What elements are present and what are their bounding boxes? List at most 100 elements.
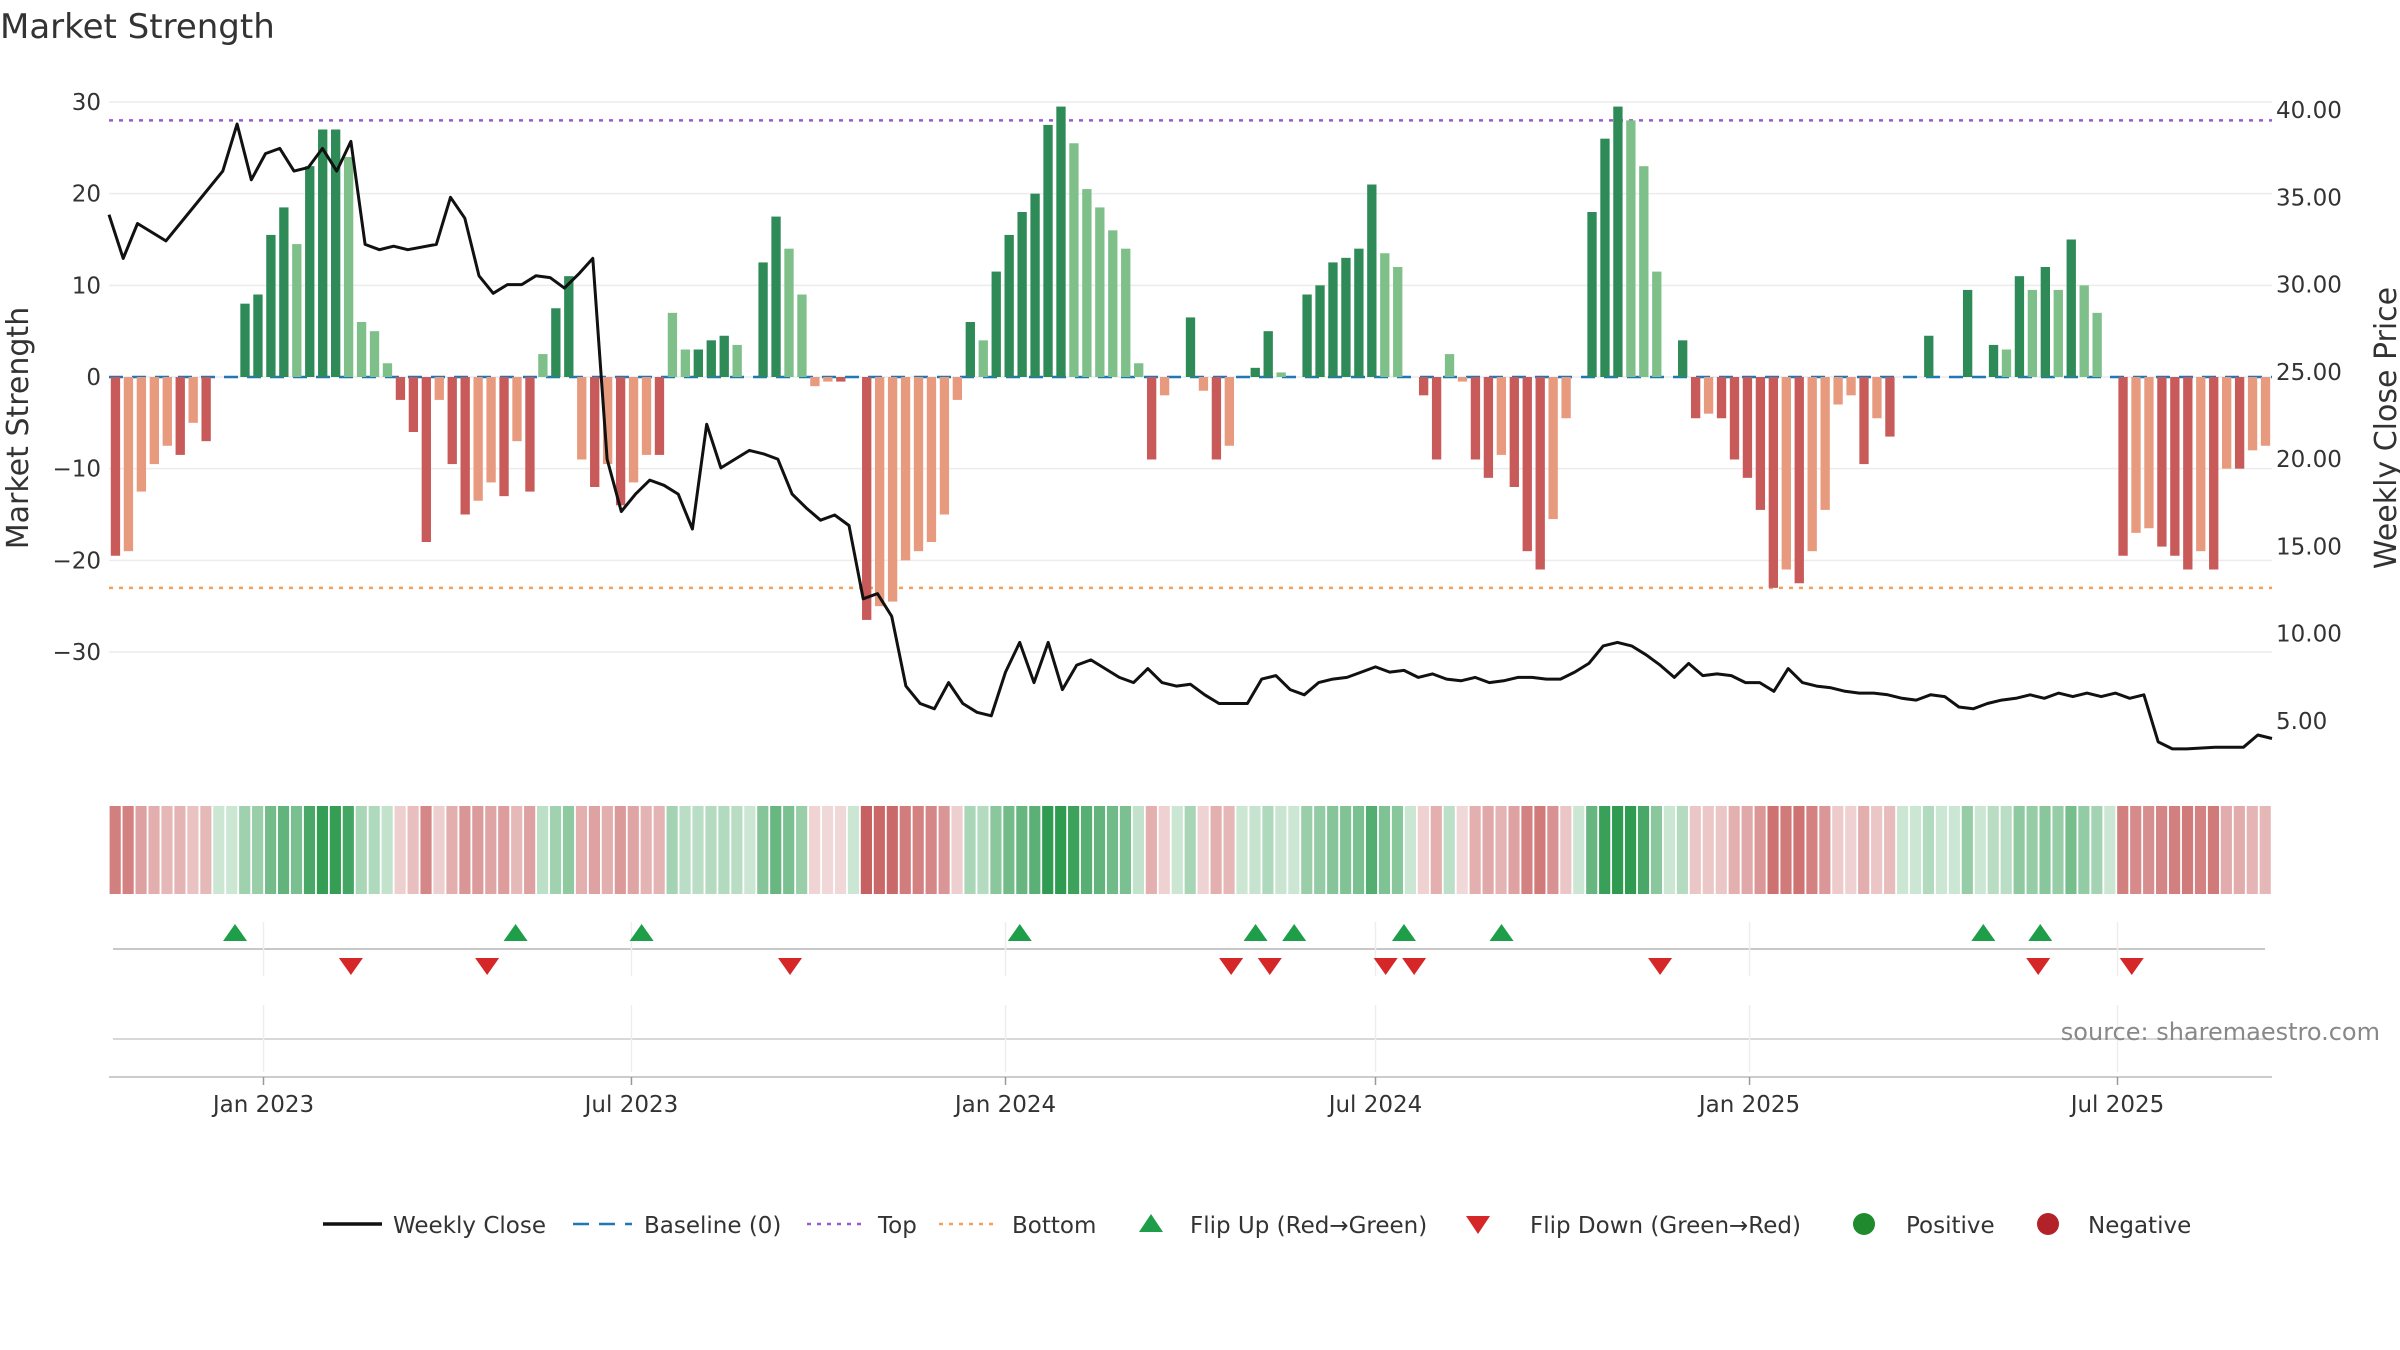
heat-cell [627,806,639,894]
strength-bar [991,271,1001,377]
strength-bar [292,244,302,377]
strength-bar [1483,377,1494,478]
strength-bar [913,377,924,552]
heat-cell [187,806,199,894]
strength-bar [978,340,988,377]
heat-cell [1417,806,1429,894]
strength-bar [641,377,652,455]
heat-cell [1055,806,1067,894]
flip-down-marker [1373,958,1398,975]
heat-cell [1197,806,1209,894]
heat-cell [2104,806,2116,894]
right-tick-label: 25.00 [2276,360,2342,386]
legend-flip-down-swatch [1466,1216,1490,1234]
heat-cell [2143,806,2155,894]
strength-bar [1457,377,1468,382]
strength-bar [926,377,937,542]
strength-bar [874,377,885,607]
flip-down-marker [2026,958,2051,975]
strength-bar [434,377,444,400]
strength-bar [538,354,548,377]
x-tick-label: Jul 2023 [583,1092,679,1118]
heat-cell [1987,806,1999,894]
strength-bar [2170,377,2180,556]
heat-cell [342,806,354,894]
legend-flip-up: Flip Up (Red→Green) [1190,1213,1427,1239]
heat-cell [524,806,536,894]
heat-cell [770,806,782,894]
heat-cell [1003,806,1015,894]
strength-bar [1121,248,1131,377]
strength-bar [1250,367,1260,377]
strength-bar [1678,340,1688,377]
strength-bar [1056,106,1066,377]
strength-bar [1224,377,1235,446]
heat-cell [757,806,769,894]
heat-cell [614,806,626,894]
strength-bar [1846,377,1856,396]
heat-cell [1896,806,1909,894]
flip-up-marker [2028,924,2053,941]
strength-bar [123,377,134,552]
heat-cell [1249,806,1261,894]
right-tick-label: 20.00 [2276,447,2342,473]
heat-cell [1327,806,1339,894]
heat-cell [1391,806,1404,894]
heat-cell [1884,806,1896,894]
heat-cell [1871,806,1883,894]
heat-cell [1909,806,1922,894]
strength-bar [1069,143,1079,377]
heat-cell [1145,806,1157,894]
heat-cell [511,806,523,894]
flip-down-marker [1648,958,1673,975]
strength-bar [382,363,393,377]
heat-cell [783,806,795,894]
heat-cell [161,806,173,894]
heat-cell [1016,806,1028,894]
heat-cell [2207,806,2219,894]
heat-cell [1223,806,1235,894]
flip-markers-panel [113,922,2265,976]
heat-cell [135,806,147,894]
heat-cell [407,806,419,894]
strength-bar [965,322,975,377]
heat-cell [1832,806,1844,894]
strength-bar [149,377,159,465]
strength-bar [836,377,846,382]
heat-cell [1741,806,1753,894]
strength-bar [1924,335,1934,377]
heat-cell [2233,806,2245,894]
heat-cell [252,806,264,894]
heat-cell [1974,806,1986,894]
heat-cell [1521,806,1533,894]
heat-cell [1495,806,1507,894]
strength-bar [318,129,328,377]
heat-cell [1340,806,1352,894]
strength-bar [602,377,613,465]
strength-bar [1185,317,1196,377]
strength-bar [732,344,742,377]
heat-cell [226,806,238,894]
strength-bar [1341,257,1351,377]
source-credit: source: sharemaestro.com [2061,1018,2380,1046]
heat-cell [1029,806,1041,894]
legend-flip-down: Flip Down (Green→Red) [1530,1213,1801,1239]
strength-bar [680,349,691,377]
heat-cell [640,806,652,894]
chart-title: Market Strength [0,7,275,47]
heat-cell [1637,806,1650,894]
strength-bar [1082,189,1092,377]
heat-cell [1210,806,1222,894]
heat-cell [1365,806,1378,894]
heat-cell [368,806,380,894]
strength-bar [460,377,470,515]
heat-cell [1676,806,1688,894]
heat-cell [1158,806,1170,894]
strength-bar [939,377,950,515]
strength-bar [797,294,807,377]
heat-cell [1301,806,1313,894]
heat-cell [990,806,1002,894]
legend-bottom: Bottom [1012,1213,1096,1239]
heat-cell [2156,806,2168,894]
heat-cell [1702,806,1714,894]
